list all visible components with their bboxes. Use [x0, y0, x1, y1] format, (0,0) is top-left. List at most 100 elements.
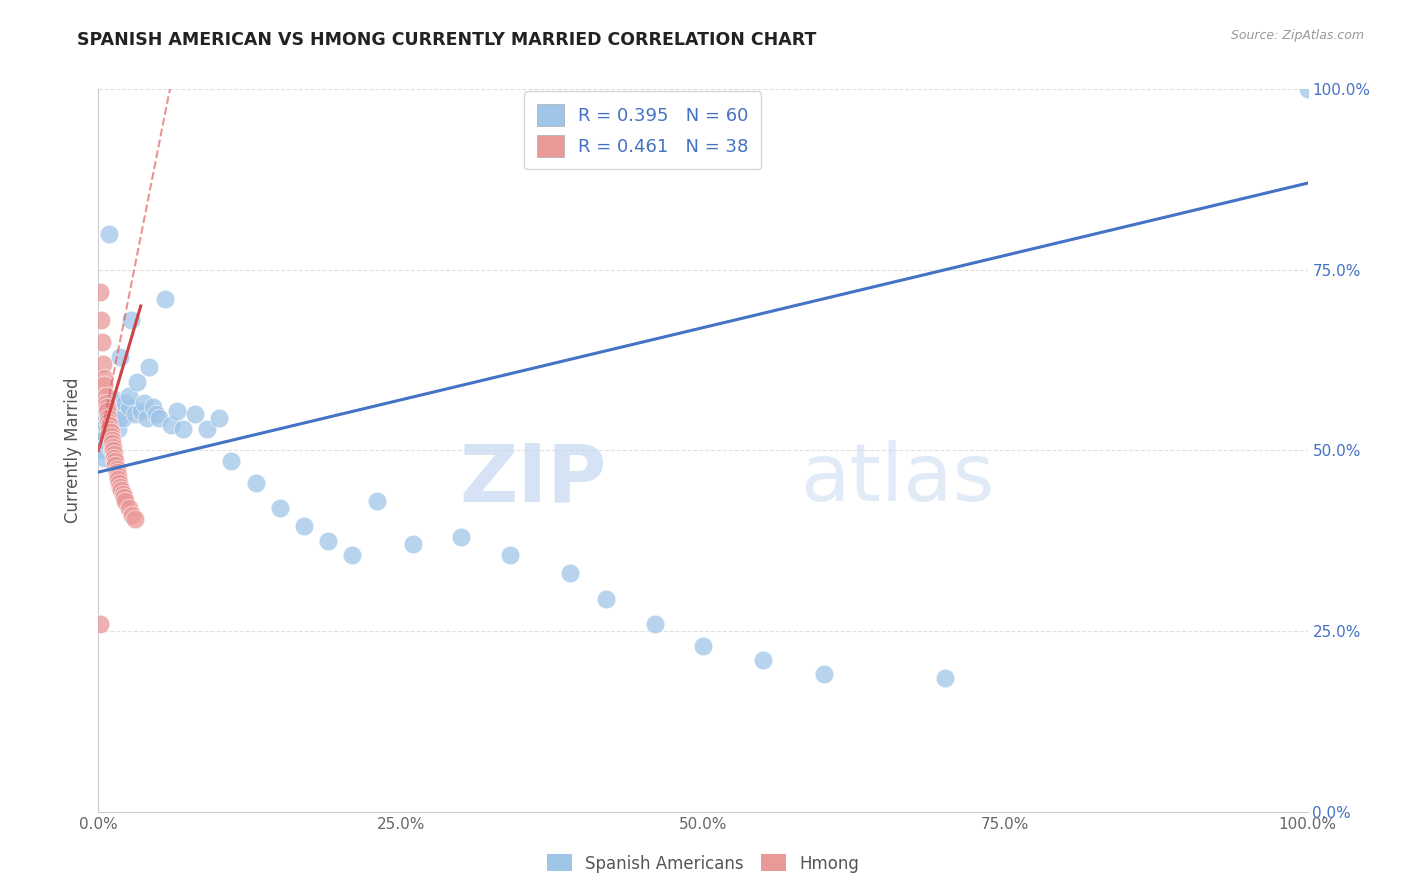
Point — [1296, 82, 1319, 96]
Text: ZIP: ZIP — [458, 441, 606, 518]
Point — [91, 425, 114, 440]
Point — [89, 285, 111, 299]
Point — [104, 392, 127, 407]
Point — [108, 411, 131, 425]
Point — [89, 418, 111, 433]
Point — [195, 422, 218, 436]
Point — [103, 447, 125, 461]
Text: atlas: atlas — [800, 441, 994, 518]
Point — [97, 411, 120, 425]
Point — [100, 436, 122, 450]
Y-axis label: Currently Married: Currently Married — [65, 377, 83, 524]
Text: SPANISH AMERICAN VS HMONG CURRENTLY MARRIED CORRELATION CHART: SPANISH AMERICAN VS HMONG CURRENTLY MARR… — [77, 31, 817, 49]
Point — [127, 375, 149, 389]
Point — [91, 334, 114, 349]
Point — [100, 443, 122, 458]
Point — [111, 411, 134, 425]
Point — [104, 454, 127, 468]
Point — [208, 411, 231, 425]
Point — [103, 450, 125, 465]
Point — [166, 403, 188, 417]
Point — [292, 519, 315, 533]
Text: Source: ZipAtlas.com: Source: ZipAtlas.com — [1230, 29, 1364, 42]
Point — [93, 371, 115, 385]
Point — [94, 396, 117, 410]
Point — [108, 480, 131, 494]
Point — [450, 530, 472, 544]
Point — [107, 468, 129, 483]
Legend: R = 0.395   N = 60, R = 0.461   N = 38: R = 0.395 N = 60, R = 0.461 N = 38 — [524, 91, 761, 169]
Legend: Spanish Americans, Hmong: Spanish Americans, Hmong — [540, 847, 866, 880]
Point — [184, 407, 207, 421]
Point — [118, 501, 141, 516]
Point — [105, 465, 128, 479]
Point — [134, 396, 156, 410]
Point — [91, 436, 114, 450]
Point — [98, 422, 121, 436]
Point — [98, 418, 121, 433]
Point — [90, 443, 112, 458]
Point — [129, 403, 152, 417]
Point — [90, 313, 112, 327]
Point — [124, 512, 146, 526]
Point — [96, 403, 118, 417]
Point — [148, 411, 170, 425]
Point — [108, 350, 131, 364]
Point — [138, 360, 160, 375]
Point — [366, 494, 388, 508]
Point — [934, 671, 956, 685]
Point — [269, 501, 291, 516]
Point — [110, 403, 132, 417]
Point — [118, 389, 141, 403]
Point — [145, 407, 167, 421]
Point — [135, 411, 157, 425]
Point — [96, 400, 118, 414]
Point — [142, 400, 165, 414]
Point — [97, 436, 120, 450]
Point — [100, 425, 122, 440]
Point — [89, 616, 111, 631]
Point — [107, 422, 129, 436]
Point — [105, 396, 128, 410]
Point — [100, 429, 122, 443]
Point — [153, 292, 176, 306]
Point — [100, 415, 122, 429]
Point — [644, 616, 666, 631]
Point — [101, 418, 124, 433]
Point — [124, 407, 146, 421]
Point — [100, 425, 122, 440]
Point — [114, 494, 136, 508]
Point — [498, 548, 520, 562]
Point — [93, 378, 115, 392]
Point — [97, 415, 120, 429]
Point — [752, 653, 775, 667]
Point — [112, 491, 135, 505]
Point — [342, 548, 364, 562]
Point — [558, 566, 581, 581]
Point — [100, 433, 122, 447]
Point — [96, 403, 118, 417]
Point — [103, 403, 125, 417]
Point — [813, 667, 835, 681]
Point — [316, 533, 339, 548]
Point — [121, 508, 143, 523]
Point — [692, 639, 714, 653]
Point — [104, 458, 127, 472]
Point — [120, 313, 142, 327]
Point — [111, 487, 134, 501]
Point — [98, 227, 121, 241]
Point — [160, 418, 183, 433]
Point — [94, 389, 117, 403]
Point — [172, 422, 194, 436]
Point — [118, 400, 141, 414]
Point — [101, 440, 124, 454]
Point — [107, 472, 129, 486]
Point — [114, 396, 136, 410]
Point — [245, 475, 267, 490]
Point — [402, 537, 425, 551]
Point — [110, 483, 132, 498]
Point — [93, 450, 115, 465]
Point — [101, 443, 124, 458]
Point — [94, 429, 117, 443]
Point — [221, 454, 243, 468]
